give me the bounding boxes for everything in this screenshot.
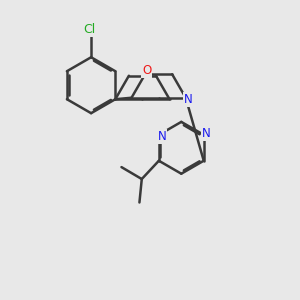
Text: N: N (202, 127, 211, 140)
Text: N: N (184, 93, 192, 106)
Text: O: O (142, 64, 151, 77)
Text: Cl: Cl (83, 23, 96, 36)
Text: N: N (158, 130, 166, 143)
